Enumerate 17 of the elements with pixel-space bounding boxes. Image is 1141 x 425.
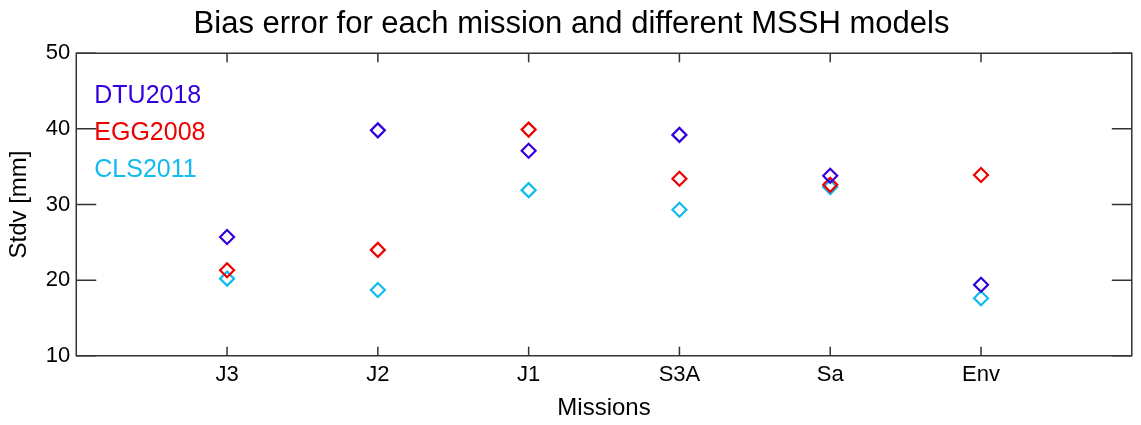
x-tick-label: Env [962, 361, 1000, 387]
y-tick-label: 10 [45, 341, 71, 367]
y-tick-label: 30 [45, 190, 71, 216]
y-tick-label: 40 [45, 114, 71, 140]
chart-title: Bias error for each mission and different MSSH models [193, 5, 950, 41]
y-tick-label: 50 [45, 39, 71, 65]
y-axis-title: Stdv [mm] [4, 150, 32, 259]
x-tick-label: J2 [366, 361, 390, 387]
y-tick-label: 20 [45, 266, 71, 292]
x-tick-label: J3 [215, 361, 239, 387]
x-tick-label: S3A [658, 361, 701, 387]
text: DTU2018 [94, 80, 202, 109]
x-tick-label: J1 [517, 361, 541, 387]
x-axis-title: Missions [557, 393, 651, 421]
text: EGG2008 [94, 117, 206, 146]
x-tick-label: Sa [816, 361, 845, 387]
text: CLS2011 [94, 154, 197, 183]
